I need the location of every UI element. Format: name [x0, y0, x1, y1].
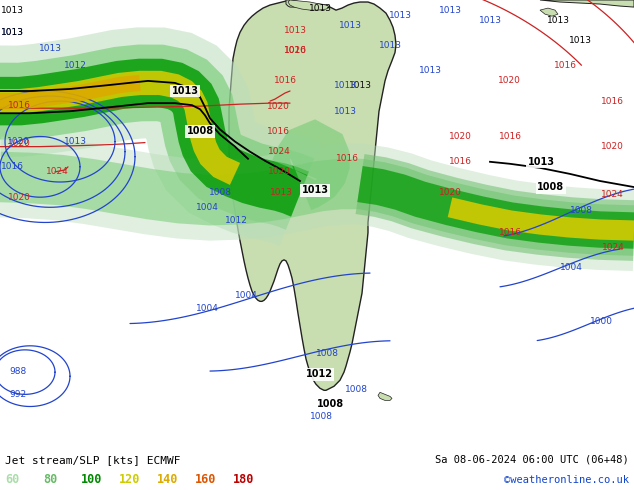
Polygon shape [0, 137, 634, 271]
Text: 1013: 1013 [1, 5, 23, 15]
Text: 100: 100 [81, 473, 102, 487]
Text: 992: 992 [10, 390, 27, 399]
Text: 1012: 1012 [63, 61, 86, 70]
Text: 1020: 1020 [439, 188, 462, 196]
Text: 1016: 1016 [1, 162, 23, 171]
Text: 1013: 1013 [527, 157, 555, 167]
Text: 1016: 1016 [498, 132, 522, 141]
Text: 1016: 1016 [273, 76, 297, 85]
Polygon shape [378, 392, 392, 400]
Text: 1013: 1013 [269, 188, 292, 196]
Text: 1024: 1024 [46, 168, 68, 176]
Text: 1013: 1013 [1, 28, 23, 37]
Text: 1013: 1013 [339, 21, 361, 30]
Text: 1024: 1024 [601, 190, 624, 198]
Polygon shape [358, 166, 634, 249]
Text: 1004: 1004 [235, 291, 258, 300]
Text: 1013: 1013 [283, 26, 306, 35]
Text: Sa 08-06-2024 06:00 UTC (06+48): Sa 08-06-2024 06:00 UTC (06+48) [436, 455, 629, 465]
Text: 1013: 1013 [389, 11, 411, 20]
Text: 1020: 1020 [268, 168, 290, 176]
Text: 1013: 1013 [309, 3, 332, 13]
Text: 1013: 1013 [172, 86, 198, 96]
Text: 180: 180 [233, 473, 254, 487]
Text: 1008: 1008 [310, 412, 333, 421]
Text: 1013: 1013 [418, 66, 441, 75]
Text: 1013: 1013 [479, 16, 501, 24]
Text: 1004: 1004 [560, 264, 583, 272]
Text: 120: 120 [119, 473, 140, 487]
Text: 1016: 1016 [448, 157, 472, 166]
Text: 1012: 1012 [306, 369, 332, 379]
Text: 1020: 1020 [601, 142, 624, 151]
Text: 80: 80 [43, 473, 57, 487]
Text: 1000: 1000 [590, 317, 613, 326]
Polygon shape [288, 0, 330, 10]
Text: 1020: 1020 [266, 101, 290, 111]
Text: 1016: 1016 [498, 228, 522, 237]
Text: 1013: 1013 [63, 137, 86, 146]
Polygon shape [0, 45, 314, 230]
Polygon shape [286, 0, 297, 7]
Text: 1013: 1013 [333, 107, 356, 116]
Polygon shape [540, 8, 558, 16]
Text: 1020: 1020 [498, 76, 521, 85]
Polygon shape [0, 59, 309, 217]
Text: 60: 60 [5, 473, 19, 487]
Text: 1016: 1016 [553, 61, 576, 70]
Polygon shape [0, 27, 320, 246]
Text: 1013: 1013 [439, 5, 462, 15]
Text: 1013: 1013 [349, 81, 372, 91]
Text: 1013: 1013 [302, 185, 328, 195]
Polygon shape [356, 154, 634, 261]
Text: 1020: 1020 [6, 137, 29, 146]
Text: 1004: 1004 [196, 203, 219, 212]
Polygon shape [0, 75, 141, 109]
Text: 1016: 1016 [283, 46, 306, 55]
Polygon shape [0, 152, 634, 256]
Polygon shape [273, 120, 350, 210]
Text: 1013: 1013 [1, 28, 23, 37]
Text: 1024: 1024 [602, 243, 625, 252]
Text: 1008: 1008 [316, 349, 339, 358]
Text: 1020: 1020 [8, 139, 31, 148]
Text: 1016: 1016 [266, 127, 290, 136]
Text: 1020: 1020 [8, 193, 31, 202]
Text: 1016: 1016 [8, 100, 31, 110]
Text: 160: 160 [195, 473, 216, 487]
Polygon shape [229, 0, 396, 391]
Text: 1013: 1013 [547, 16, 569, 24]
Text: 988: 988 [10, 367, 27, 376]
Polygon shape [540, 0, 634, 7]
Text: 1013: 1013 [39, 44, 61, 53]
Text: 1008: 1008 [186, 126, 214, 136]
Text: 1013: 1013 [333, 81, 356, 91]
Text: 140: 140 [157, 473, 178, 487]
Polygon shape [448, 197, 634, 241]
Text: 1008: 1008 [316, 399, 344, 410]
Text: 1012: 1012 [224, 216, 247, 225]
Text: Jet stream/SLP [kts] ECMWF: Jet stream/SLP [kts] ECMWF [5, 455, 181, 465]
Text: 1013: 1013 [378, 41, 401, 50]
Text: 1013: 1013 [569, 36, 592, 45]
Text: 1020: 1020 [283, 46, 306, 55]
Text: 1008: 1008 [345, 385, 368, 394]
Polygon shape [0, 71, 240, 185]
Text: 1008: 1008 [538, 182, 564, 192]
Text: ©weatheronline.co.uk: ©weatheronline.co.uk [504, 475, 629, 485]
Text: 1008: 1008 [209, 188, 231, 196]
Text: 1016: 1016 [601, 97, 624, 106]
Text: 1016: 1016 [335, 154, 358, 163]
Text: 1004: 1004 [196, 304, 219, 313]
Text: 1020: 1020 [449, 132, 472, 141]
Text: 1008: 1008 [570, 206, 593, 215]
Text: 1024: 1024 [268, 147, 290, 156]
